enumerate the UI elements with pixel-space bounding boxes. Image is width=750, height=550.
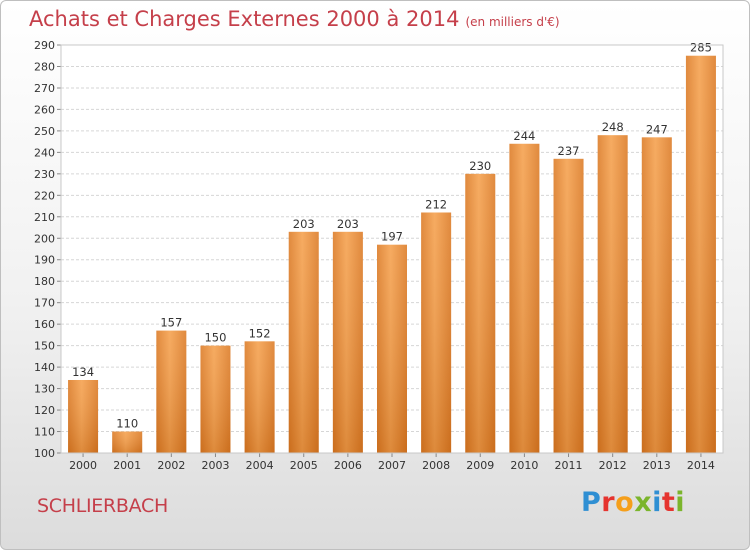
bar-shade	[112, 431, 143, 453]
bar-value-label: 203	[293, 217, 315, 231]
logo-letter: r	[601, 487, 616, 518]
y-tick-label: 190	[34, 254, 55, 267]
logo-letter: i	[675, 487, 686, 518]
y-tick-label: 220	[34, 189, 55, 202]
x-tick-label: 2012	[599, 459, 627, 472]
y-tick-label: 180	[34, 275, 55, 288]
x-tick-label: 2004	[246, 459, 274, 472]
commune-name: SCHLIERBACH	[37, 495, 168, 517]
bar-shade	[200, 345, 231, 453]
x-axis: 2000 2001 2002 2003 2004 2005 2006 2007 2008 2009…	[69, 453, 715, 472]
y-tick-label: 280	[34, 60, 55, 73]
bar-value-label: 150	[204, 331, 226, 345]
bar-value-label: 244	[513, 129, 535, 143]
bar-shade	[465, 173, 496, 453]
y-tick-label: 120	[34, 404, 55, 417]
x-tick-label: 2008	[422, 459, 450, 472]
x-tick-label: 2006	[334, 459, 362, 472]
y-tick-label: 260	[34, 103, 55, 116]
bar-shade	[288, 231, 319, 453]
bar-shade	[421, 212, 452, 453]
y-tick-label: 210	[34, 211, 55, 224]
x-tick-label: 2010	[510, 459, 538, 472]
x-tick-label: 2007	[378, 459, 406, 472]
y-tick-label: 100	[34, 447, 55, 460]
chart-title: Achats et Charges Externes 2000 à 2014 (e…	[29, 7, 560, 31]
x-tick-label: 2000	[69, 459, 97, 472]
logo-letter: i	[652, 487, 662, 518]
x-tick-label: 2002	[157, 459, 185, 472]
x-tick-label: 2009	[466, 459, 494, 472]
bar-value-label: 248	[602, 120, 624, 134]
logo-letter: x	[634, 487, 653, 518]
x-tick-label: 2011	[555, 459, 583, 472]
bar-value-label: 247	[646, 122, 668, 136]
y-tick-label: 270	[34, 82, 55, 95]
bar-value-label: 230	[469, 159, 491, 173]
y-tick-label: 290	[34, 39, 55, 52]
y-tick-label: 140	[34, 361, 55, 374]
bar-shade	[377, 244, 407, 453]
x-tick-label: 2014	[687, 459, 715, 472]
proxiti-logo: Proxiti	[581, 487, 685, 518]
logo-letter: t	[661, 487, 676, 518]
bar-shade	[244, 341, 275, 453]
chart-unit: (en milliers d'€)	[465, 15, 560, 29]
x-tick-label: 2005	[290, 459, 318, 472]
bar-value-label: 157	[160, 316, 182, 330]
bar-shade	[685, 55, 716, 453]
y-tick-label: 230	[34, 168, 55, 181]
y-tick-label: 150	[34, 340, 55, 353]
x-tick-label: 2003	[201, 459, 229, 472]
logo-letter: o	[615, 487, 635, 518]
bars: 134 110 157 150 152 203 203 197 212 230 244 237 248 2…	[68, 41, 716, 454]
x-tick-label: 2001	[113, 459, 141, 472]
bar-shade	[641, 137, 672, 453]
bar-shade	[68, 379, 99, 453]
bar-shade	[553, 158, 584, 453]
y-tick-label: 250	[34, 125, 55, 138]
y-tick-label: 170	[34, 297, 55, 310]
chart-title-text: Achats et Charges Externes 2000 à 2014	[29, 7, 460, 31]
y-tick-label: 110	[34, 426, 55, 439]
bar-shade	[509, 143, 540, 454]
y-tick-label: 200	[34, 232, 55, 245]
y-tick-label: 160	[34, 318, 55, 331]
bar-value-label: 212	[425, 197, 447, 211]
bar-value-label: 237	[558, 144, 580, 158]
bar-shade	[597, 135, 628, 454]
x-tick-label: 2013	[643, 459, 671, 472]
logo-letter: P	[581, 487, 602, 518]
plot-border	[60, 44, 724, 454]
bar-value-label: 152	[249, 326, 271, 340]
bar-shade	[156, 330, 187, 453]
y-axis: 100 110 120 130 140 150 160 170 180 190 200 210 220 2…	[34, 39, 61, 460]
bar-shade	[332, 231, 363, 453]
bar-value-label: 203	[337, 217, 359, 231]
y-tick-label: 240	[34, 146, 55, 159]
y-tick-label: 130	[34, 383, 55, 396]
bar-value-label: 197	[381, 230, 403, 244]
bar-value-label: 134	[72, 365, 94, 379]
bar-value-label: 110	[116, 417, 138, 431]
bar-value-label: 285	[690, 41, 712, 55]
